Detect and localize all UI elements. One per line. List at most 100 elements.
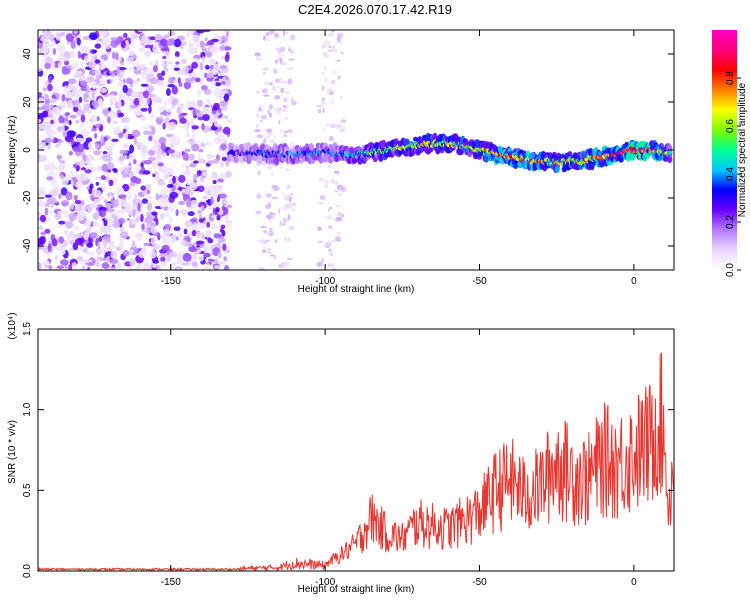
spectrogram-noise-blob <box>118 132 124 139</box>
spectrogram-noise-blob <box>206 221 211 228</box>
spectrogram-noise-blob <box>111 51 116 60</box>
spectrogram-noise-blob <box>283 130 289 134</box>
spectrogram-noise-blob <box>286 184 291 190</box>
spectrogram-noise-blob <box>205 64 210 70</box>
spectrogram-noise-blob <box>259 238 267 244</box>
spectrogram-noise-blob <box>273 134 276 138</box>
spectrogram-noise-blob <box>125 96 131 101</box>
snr-x-tick-label: -150 <box>161 577 181 588</box>
spectrogram-noise-blob <box>158 77 165 81</box>
spectrogram-noise-blob <box>207 154 216 158</box>
spectrogram-noise-blob <box>51 88 60 94</box>
spectrogram-noise-blob <box>285 31 289 34</box>
spectrogram-noise-blob <box>220 105 228 112</box>
spectrogram-noise-blob <box>326 214 333 220</box>
spectrogram-noise-blob <box>83 105 87 111</box>
spectrogram-noise-blob <box>56 265 64 270</box>
spectrogram-noise-blob <box>276 85 280 89</box>
spectrogram-noise-blob <box>80 61 84 70</box>
spectrogram-noise-blob <box>191 143 200 152</box>
spectrogram-noise-blob <box>287 214 291 221</box>
spectrogram-noise-blob <box>161 244 170 252</box>
spectrogram-noise-blob <box>260 115 268 120</box>
spectrogram-noise-blob <box>288 197 293 203</box>
spectrogram-y-tick-label: 0 <box>22 147 33 153</box>
spectrogram-noise-blob <box>128 153 134 162</box>
spectrogram-noise-blob <box>75 120 80 124</box>
spectrogram-noise-blob <box>215 207 220 213</box>
spectrogram-noise-blob <box>330 124 335 129</box>
spectrogram-noise-blob <box>39 214 47 223</box>
spectrogram-noise-blob <box>194 77 201 83</box>
spectrogram-noise-blob <box>197 89 202 96</box>
spectrogram-noise-blob <box>168 216 174 224</box>
spectrogram-noise-blob <box>266 251 272 254</box>
spectrogram-noise-blob <box>265 32 270 36</box>
spectrogram-noise-blob <box>171 85 178 95</box>
spectrogram-noise-blob <box>187 80 195 83</box>
spectrogram-noise-blob <box>83 259 92 263</box>
spectrogram-noise-blob <box>68 120 72 125</box>
spectrogram-noise-blob <box>288 58 295 62</box>
spectrogram-noise-blob <box>206 160 216 164</box>
spectrogram-noise-blob <box>68 151 73 156</box>
spectrogram-noise-blob <box>57 62 62 68</box>
spectrogram-noise-blob <box>58 115 65 124</box>
spectrogram-noise-blob <box>41 260 51 265</box>
spectrogram-noise-blob <box>142 189 148 196</box>
spectrogram-noise-blob <box>218 261 227 265</box>
snr-y-tick-label: 0.5 <box>22 483 33 497</box>
spectrogram-noise-blob <box>50 178 58 187</box>
spectrogram-noise-blob <box>70 203 74 211</box>
snr-frame <box>37 328 675 572</box>
spectrogram-noise-blob <box>141 198 149 204</box>
spectrogram-noise-blob <box>191 125 199 130</box>
spectrogram-noise-blob <box>283 108 287 112</box>
spectrogram-noise-blob <box>150 113 155 118</box>
spectrogram-noise-blob <box>69 103 74 110</box>
spectrogram-noise-blob <box>287 129 294 133</box>
spectrogram-noise-blob <box>178 232 183 239</box>
spectrogram-noise-blob <box>278 107 282 112</box>
spectrogram-noise-blob <box>255 57 262 61</box>
spectrogram-noise-blob <box>64 112 71 116</box>
spectrogram-noise-blob <box>60 247 66 255</box>
spectrogram-noise-blob <box>110 243 116 250</box>
spectrogram-noise-blob <box>40 231 47 236</box>
spectrogram-noise-blob <box>196 30 206 34</box>
spectrogram-noise-blob <box>38 113 47 118</box>
spectrogram-noise-blob <box>149 61 153 66</box>
spectrogram-noise-blob <box>89 148 95 152</box>
spectrogram-noise-blob <box>38 107 43 111</box>
spectrogram-noise-blob <box>321 257 324 264</box>
spectrogram-noise-blob <box>48 75 53 84</box>
spectrogram-noise-blob <box>226 204 232 209</box>
spectrogram-noise-blob <box>102 153 111 162</box>
spectrogram-noise-blob <box>141 70 149 80</box>
spectrogram-noise-blob <box>336 59 342 62</box>
spectrogram-noise-blob <box>106 79 111 84</box>
spectrogram-noise-blob <box>278 53 285 57</box>
spectrogram-noise-blob <box>325 184 328 188</box>
spectrogram-noise-blob <box>217 240 222 249</box>
spectrogram-noise-blob <box>285 91 291 94</box>
spectrogram-noise-blob <box>122 84 128 94</box>
spectrogram-noise-blob <box>94 43 102 49</box>
spectrogram-noise-blob <box>275 59 278 64</box>
spectrogram-noise-blob <box>191 261 198 268</box>
spectrogram-noise-blob <box>63 229 69 236</box>
spectrogram-noise-blob <box>80 129 90 137</box>
spectrogram-noise-blob <box>186 153 195 161</box>
spectrogram-noise-blob <box>133 159 137 165</box>
spectrogram-noise-blob <box>203 88 212 96</box>
spectrogram-noise-blob <box>283 236 287 242</box>
spectrogram-noise-blob <box>95 248 105 255</box>
spectrogram-noise-blob <box>118 100 122 109</box>
spectrogram-noise-blob <box>206 205 213 210</box>
spectrogram-noise-blob <box>318 201 324 205</box>
spectrogram-noise-blob <box>83 172 89 180</box>
spectrogram-noise-blob <box>187 211 195 217</box>
spectrogram-noise-blob <box>44 207 49 216</box>
spectrogram-noise-blob <box>199 40 205 49</box>
spectrogram-noise-blob <box>129 32 138 37</box>
